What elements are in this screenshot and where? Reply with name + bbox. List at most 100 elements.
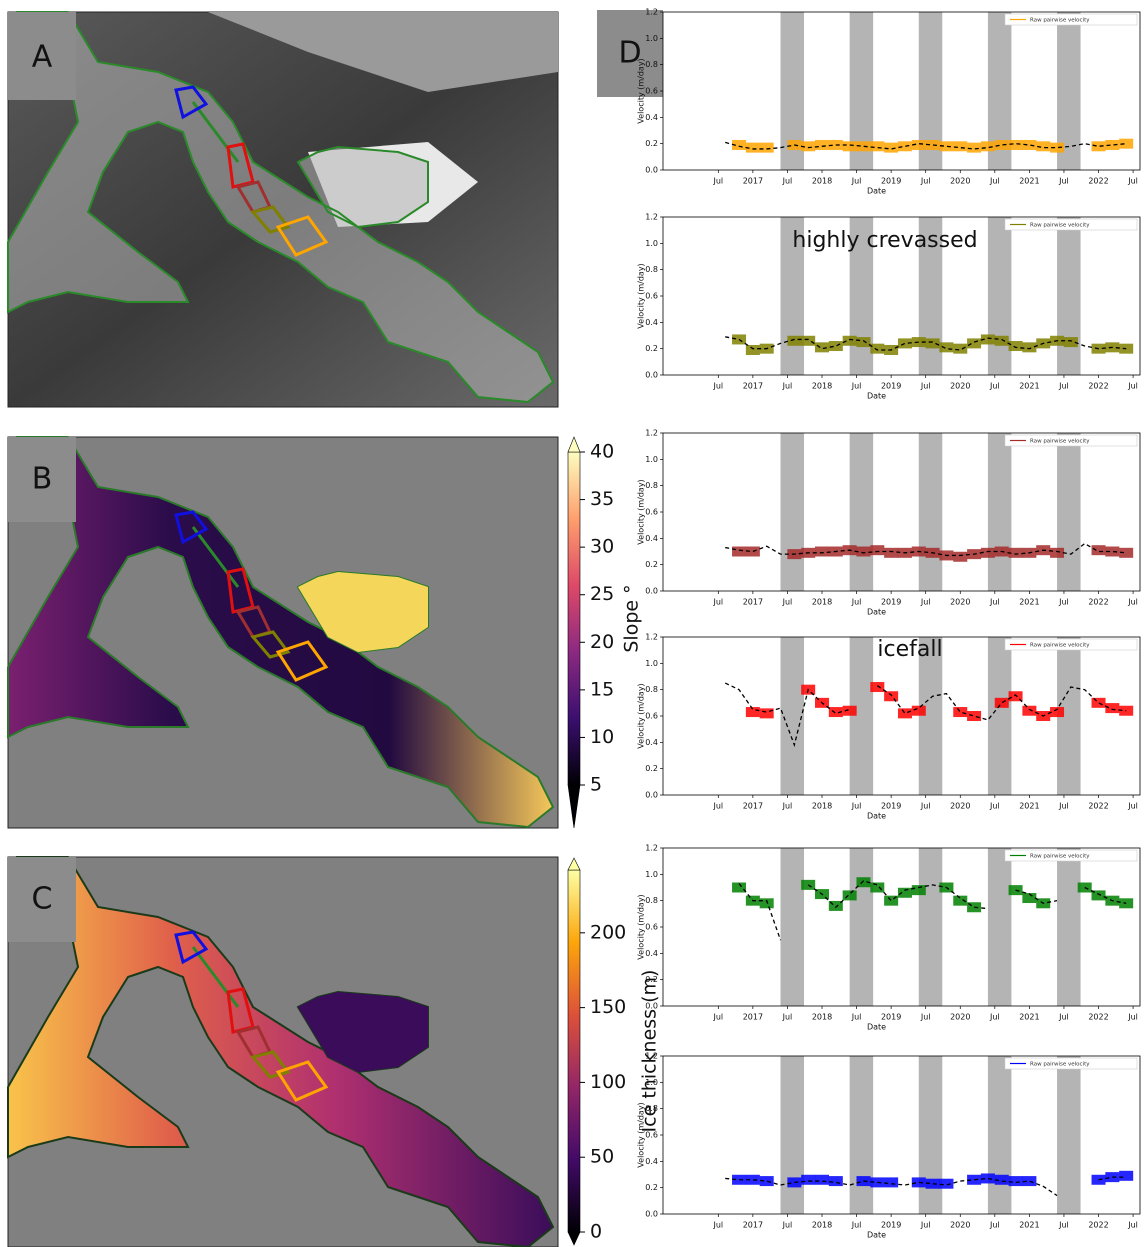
annotation: icefall	[877, 637, 942, 662]
legend-label: Raw pairwise velocity	[1030, 439, 1090, 445]
raw-velocity	[898, 888, 912, 898]
x-tick-label: 2022	[1088, 1013, 1108, 1022]
y-tick-label: 0.6	[645, 1131, 658, 1140]
raw-velocity	[995, 698, 1009, 708]
raw-velocity	[829, 1176, 843, 1186]
x-tick-label: 2017	[743, 802, 763, 811]
x-tick-label: Jul	[782, 382, 793, 391]
x-tick-label: 2022	[1088, 598, 1108, 607]
x-tick-label: Jul	[851, 1221, 862, 1230]
season-band	[781, 1056, 805, 1214]
x-tick-label: Jul	[1058, 382, 1069, 391]
y-tick-label: 0.0	[645, 371, 658, 380]
x-tick-label: Jul	[851, 802, 862, 811]
x-tick-label: Jul	[920, 802, 931, 811]
season-band	[850, 1056, 874, 1214]
raw-velocity	[953, 141, 967, 151]
raw-velocity	[856, 337, 870, 347]
x-tick-label: 2022	[1088, 802, 1108, 811]
x-tick-label: 2017	[743, 1221, 763, 1230]
season-band	[988, 848, 1012, 1006]
x-tick-label: 2019	[881, 598, 901, 607]
x-tick-label: Jul	[1127, 177, 1138, 186]
x-tick-label: Jul	[1127, 598, 1138, 607]
y-axis-label: Velocity (m/day)	[637, 1102, 646, 1167]
y-tick-label: 0.4	[645, 318, 658, 327]
x-tick-label: Jul	[1058, 802, 1069, 811]
x-tick-label: Jul	[782, 598, 793, 607]
raw-velocity	[912, 1177, 926, 1187]
raw-velocity	[953, 344, 967, 354]
x-axis-label: Date	[867, 812, 886, 821]
x-tick-label: 2017	[743, 598, 763, 607]
x-tick-label: Jul	[712, 1013, 723, 1022]
colorbar-arrow	[568, 1232, 580, 1245]
panel-b	[8, 437, 558, 828]
raw-velocity	[926, 338, 940, 348]
x-tick-label: Jul	[782, 1013, 793, 1022]
x-tick-label: Jul	[989, 1221, 1000, 1230]
x-tick-label: Jul	[989, 802, 1000, 811]
season-band	[988, 217, 1012, 375]
x-tick-label: Jul	[851, 598, 862, 607]
y-tick-label: 1.2	[645, 1052, 658, 1061]
legend-label: Raw pairwise velocity	[1030, 18, 1090, 24]
colorbar-tick-label: 25	[590, 583, 614, 605]
x-tick-label: Jul	[1058, 1013, 1069, 1022]
x-axis-label: Date	[867, 1023, 886, 1032]
raw-velocity	[1092, 698, 1106, 708]
raw-velocity	[967, 143, 981, 153]
page: A B C D 510152025303540Slope °0501001502…	[0, 0, 1144, 1247]
x-tick-label: 2020	[950, 1221, 970, 1230]
y-tick-label: 0.0	[645, 791, 658, 800]
raw-velocity	[884, 548, 898, 558]
x-tick-label: 2017	[743, 382, 763, 391]
raw-velocity	[939, 1179, 953, 1189]
y-tick-label: 0.2	[645, 344, 658, 353]
x-tick-label: Jul	[1127, 1013, 1138, 1022]
y-tick-label: 1.2	[645, 633, 658, 642]
season-band	[919, 848, 943, 1006]
raw-velocity	[912, 706, 926, 716]
x-tick-label: 2021	[1019, 382, 1039, 391]
colorbar-tick-label: 100	[590, 1071, 626, 1093]
x-tick-label: 2021	[1019, 802, 1039, 811]
x-tick-label: Jul	[782, 1221, 793, 1230]
raw-velocity	[884, 691, 898, 701]
y-tick-label: 1.0	[645, 455, 658, 464]
colorbar-tick-label: 10	[590, 726, 614, 748]
annotation: highly crevassed	[792, 228, 977, 253]
y-tick-label: 0.6	[645, 87, 658, 96]
x-tick-label: Jul	[851, 382, 862, 391]
x-tick-label: Jul	[782, 177, 793, 186]
raw-velocity	[856, 547, 870, 557]
y-tick-label: 1.2	[645, 429, 658, 438]
raw-velocity	[870, 344, 884, 354]
raw-velocity	[995, 140, 1009, 150]
raw-velocity	[898, 708, 912, 718]
x-tick-label: 2021	[1019, 177, 1039, 186]
raw-velocity	[939, 342, 953, 352]
raw-velocity	[843, 890, 857, 900]
raw-velocity	[870, 883, 884, 893]
raw-velocity	[815, 547, 829, 557]
season-band	[781, 637, 805, 795]
x-tick-label: 2019	[881, 1221, 901, 1230]
raw-velocity	[760, 143, 774, 153]
raw-velocity	[1009, 140, 1023, 150]
y-tick-label: 1.0	[645, 34, 658, 43]
colorbar-arrow	[568, 785, 580, 828]
raw-velocity	[1050, 548, 1064, 558]
x-tick-label: 2021	[1019, 598, 1039, 607]
season-band	[988, 1056, 1012, 1214]
x-tick-label: Jul	[920, 1013, 931, 1022]
raw-velocity	[995, 336, 1009, 346]
x-tick-label: Jul	[920, 598, 931, 607]
y-tick-label: 1.0	[645, 1078, 658, 1087]
colorbar-arrow	[568, 437, 580, 452]
raw-velocity	[884, 1177, 898, 1187]
season-band	[1057, 1056, 1081, 1214]
panel-label: A	[32, 40, 53, 75]
y-tick-label: 1.0	[645, 239, 658, 248]
x-tick-label: Jul	[920, 382, 931, 391]
